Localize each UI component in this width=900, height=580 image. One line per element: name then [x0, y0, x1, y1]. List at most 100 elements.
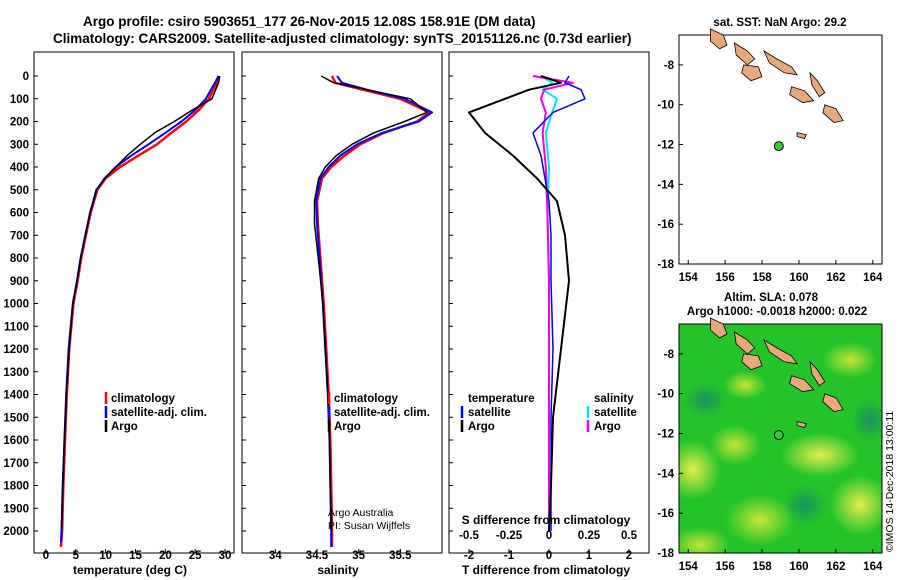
sla-island	[710, 317, 728, 339]
s-difference-x-tick-label: -0.5	[459, 530, 479, 542]
sla-island	[789, 375, 815, 393]
sla-island	[822, 393, 844, 413]
t-difference-satellite-line	[532, 75, 586, 531]
sst-lat-tick-label: -14	[657, 179, 674, 191]
depth-tick-label: 1200	[3, 344, 29, 356]
depth-tick-label: 1600	[3, 435, 29, 447]
sst-lon-tick-label: 162	[826, 272, 845, 284]
sla-lat-tick-label: -16	[657, 508, 674, 520]
t-difference-axis-label: T difference from climatology	[462, 563, 630, 577]
credit-line-2: PI: Susan Wijffels	[328, 520, 410, 532]
sst-lon-tick-label: 158	[752, 272, 772, 284]
depth-tick-label: 1900	[3, 503, 29, 515]
sla-lon-tick-label: 154	[679, 561, 699, 573]
t-difference-x-tick-label: 0	[546, 550, 552, 562]
depth-tick-label: 600	[10, 208, 29, 220]
depth-tick-label: 100	[10, 94, 29, 106]
legend-label-climatology: climatology	[111, 393, 176, 405]
temperature-x-tick-label: 30	[219, 550, 232, 562]
temperature-x-tick-label: 20	[159, 550, 172, 562]
sla-map-frame	[678, 323, 883, 554]
sst-map-land	[710, 28, 844, 139]
sst-lon-tick-label: 164	[863, 272, 883, 284]
temperature-panel-frame	[33, 51, 235, 554]
salinity-x-tick-label: 35	[352, 550, 365, 562]
temperature-legend: climatology satellite-adj. clim. Argo	[104, 392, 207, 433]
depth-axis: 0 100 200 300 400 500 600 700 800 900 1000 1100 1200…	[3, 71, 453, 538]
difference-legend-temperature: temperature satellite Argo	[460, 393, 534, 433]
depth-tick-label: 700	[10, 230, 29, 242]
salinity-axis-label: salinity	[317, 563, 359, 577]
sst-lon-tick-label: 154	[679, 272, 699, 284]
depth-tick-label: 800	[10, 253, 29, 265]
sla-lat-tick-label: -14	[657, 468, 674, 480]
temperature-argo-line	[60, 75, 221, 529]
t-difference-x-tick-label: -1	[504, 550, 515, 562]
title-line-1: Argo profile: csiro 5903651_177 26-Nov-2…	[83, 14, 535, 29]
sla-lat-tick-label: -8	[664, 349, 675, 361]
sla-island	[809, 360, 826, 387]
sla-lon-tick-label: 162	[826, 561, 845, 573]
temperature-satellite-line	[59, 75, 220, 543]
sst-island	[796, 132, 807, 139]
depth-tick-label: 1700	[3, 458, 29, 470]
sst-map-title: sat. SST: NaN Argo: 29.2	[713, 17, 846, 29]
depth-tick-label: 500	[10, 185, 29, 197]
sla-map-land	[710, 317, 844, 428]
salinity-plot: 34 34.5 35 35.5	[269, 75, 433, 562]
temperature-x-tick-label: 25	[189, 550, 202, 562]
s-difference-x-tick-label: -0.25	[496, 530, 523, 542]
temperature-x-tick-label: 0	[43, 550, 49, 562]
legend-label-t-satellite: satellite	[468, 407, 511, 419]
depth-tick-label: 1100	[4, 321, 29, 333]
temperature-axis-label: temperature (deg C)	[73, 563, 187, 577]
depth-tick-label: 900	[10, 276, 29, 288]
depth-tick-label: 1300	[3, 367, 29, 379]
difference-plot: -2 -1 0 1 2 -0.5 -0.25 0 0.25 0.5	[459, 75, 638, 562]
sla-lon-tick-label: 164	[863, 561, 883, 573]
depth-tick-label: 200	[10, 117, 29, 129]
depth-tick-label: 1000	[3, 299, 29, 311]
sla-lat-tick-label: -10	[657, 389, 674, 401]
s-difference-argo-line	[532, 75, 574, 531]
sst-lon-tick-label: 156	[716, 272, 735, 284]
temperature-plot: 0 5 10 15 20 25 30	[43, 75, 232, 562]
s-difference-x-tick-label: 0.25	[578, 530, 601, 542]
sla-lon-tick-label: 158	[752, 561, 772, 573]
temperature-x-tick-label: 10	[99, 550, 112, 562]
legend-label-climatology: climatology	[334, 393, 399, 405]
sla-island	[796, 421, 807, 428]
sla-map-axes: 154 156 158 160 162 164 -8 -10 -12 -14 -16 -18	[657, 349, 883, 573]
temperature-climatology-line	[59, 75, 221, 547]
watermark: ©IMOS 14-Dec-2018 13:00:11	[884, 411, 896, 552]
sst-island	[710, 28, 728, 50]
depth-tick-label: 1400	[3, 390, 29, 402]
s-difference-x-tick-label: 0	[546, 530, 552, 542]
sst-lat-tick-label: -10	[657, 100, 674, 112]
salinity-x-tick-label: 34	[269, 550, 282, 562]
sst-island	[822, 104, 844, 124]
argo-location-marker	[773, 430, 784, 441]
sst-lat-tick-label: -16	[657, 219, 674, 231]
sla-island	[741, 353, 763, 371]
sla-field	[679, 324, 882, 553]
sla-lon-tick-label: 156	[716, 561, 735, 573]
depth-tick-label: 1500	[3, 412, 29, 424]
salinity-satellite-line	[315, 75, 433, 547]
temperature-x-tick-label: 15	[129, 550, 142, 562]
argo-location-marker	[773, 141, 784, 152]
title-line-2: Climatology: CARS2009. Satellite-adjuste…	[53, 31, 631, 46]
sla-lat-tick-label: -12	[657, 429, 674, 441]
sst-island	[741, 64, 763, 82]
s-difference-x-tick-label: 0.5	[621, 530, 638, 542]
salinity-legend: climatology satellite-adj. clim. Argo	[327, 392, 430, 433]
salinity-panel-frame	[241, 51, 443, 554]
s-difference-axis-label: S difference from climatology	[462, 513, 631, 527]
sst-island	[733, 42, 756, 66]
depth-tick-label: 0	[23, 71, 29, 83]
depth-tick-label: 2000	[3, 526, 29, 538]
t-difference-x-tick-label: 2	[626, 550, 632, 562]
sla-lat-tick-label: -18	[657, 548, 674, 560]
sla-map-title: Altim. SLA: 0.078	[724, 292, 819, 304]
legend-label-t-argo: Argo	[468, 421, 495, 433]
